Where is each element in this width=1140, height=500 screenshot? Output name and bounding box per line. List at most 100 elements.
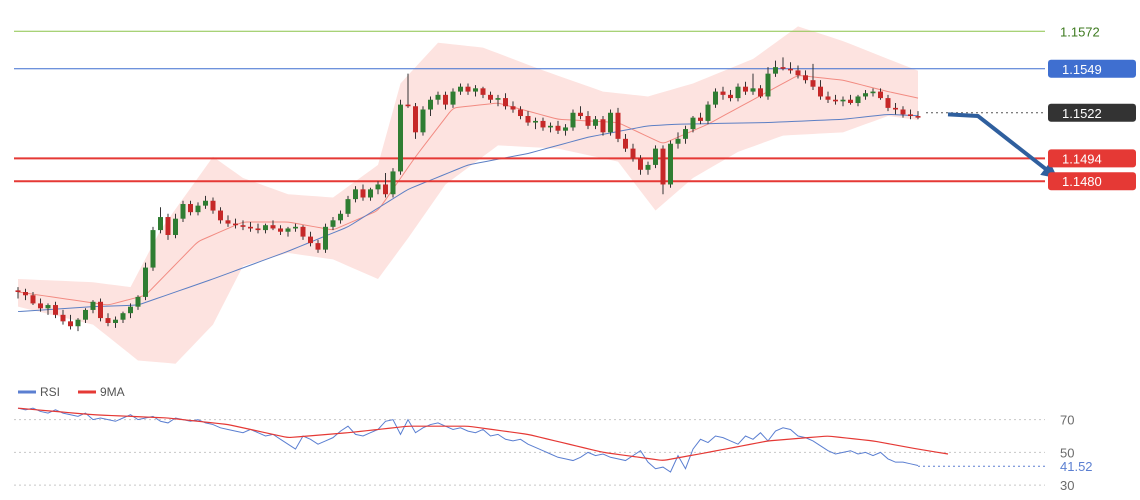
candle bbox=[15, 287, 21, 299]
candle bbox=[413, 102, 418, 139]
candle bbox=[308, 231, 313, 247]
legend-rsi-label: RSI bbox=[40, 385, 60, 399]
candle bbox=[23, 288, 28, 301]
horizontal-levels bbox=[14, 30, 1045, 183]
candle bbox=[240, 220, 246, 231]
candle bbox=[563, 124, 568, 136]
candle bbox=[420, 106, 426, 136]
candlesticks bbox=[15, 57, 921, 332]
price-panel: 1.1572 1.1549 1.1522 1.1494 1.1480 bbox=[14, 24, 1136, 364]
candle bbox=[758, 85, 763, 99]
candle bbox=[518, 106, 523, 120]
candle bbox=[38, 298, 43, 312]
candle bbox=[60, 309, 66, 325]
candle bbox=[375, 181, 381, 195]
candle bbox=[743, 81, 748, 95]
candle bbox=[263, 223, 268, 234]
candle bbox=[593, 116, 598, 130]
candle bbox=[488, 91, 493, 103]
candle bbox=[428, 96, 433, 117]
candle bbox=[458, 83, 463, 95]
price-tag-label: 1.1494 bbox=[1062, 151, 1102, 166]
candle bbox=[473, 85, 478, 97]
candle bbox=[203, 195, 208, 209]
candle bbox=[195, 202, 201, 216]
candle bbox=[750, 73, 756, 95]
candle bbox=[893, 102, 898, 115]
price-tag-label: 1.1522 bbox=[1062, 106, 1102, 121]
rsi-lines bbox=[17, 407, 949, 473]
candle bbox=[788, 62, 793, 74]
candle bbox=[833, 94, 838, 105]
candle bbox=[360, 184, 366, 201]
candle bbox=[465, 83, 471, 95]
candle bbox=[578, 106, 583, 120]
candle bbox=[158, 207, 163, 234]
candle bbox=[278, 225, 283, 235]
candle bbox=[233, 218, 238, 229]
candle bbox=[450, 88, 456, 108]
candle bbox=[368, 187, 373, 201]
candle bbox=[840, 96, 846, 107]
candle bbox=[503, 93, 508, 110]
candle bbox=[780, 57, 786, 71]
candle bbox=[480, 86, 486, 99]
candle bbox=[338, 210, 343, 224]
candle bbox=[600, 116, 606, 136]
candle bbox=[68, 314, 73, 330]
candle bbox=[638, 155, 643, 175]
candle bbox=[98, 298, 103, 322]
candle bbox=[173, 213, 178, 239]
candle bbox=[435, 91, 441, 105]
candle bbox=[608, 109, 613, 136]
candle bbox=[645, 161, 651, 175]
candle bbox=[570, 109, 576, 131]
candle bbox=[540, 117, 546, 131]
candle bbox=[75, 318, 81, 332]
candle bbox=[128, 303, 133, 319]
rsi-panel: 70 50 30 41.52 RSI 9MA bbox=[14, 385, 1093, 493]
candle bbox=[855, 94, 861, 107]
candle bbox=[30, 292, 36, 306]
candle bbox=[383, 173, 388, 198]
candle bbox=[270, 220, 276, 231]
candle bbox=[818, 80, 823, 100]
candle bbox=[690, 116, 696, 133]
price-tag-box bbox=[1048, 59, 1136, 78]
candle bbox=[803, 70, 808, 84]
candle bbox=[113, 316, 118, 328]
candle bbox=[390, 168, 396, 198]
rsi-tick-label: 70 bbox=[1060, 413, 1074, 428]
candle bbox=[143, 262, 148, 301]
candle bbox=[225, 215, 231, 227]
candle bbox=[315, 239, 321, 253]
candle bbox=[728, 89, 733, 102]
rsi-tick-label: 30 bbox=[1060, 478, 1074, 493]
price-tag-label: 1.1480 bbox=[1062, 174, 1102, 189]
candle bbox=[285, 226, 291, 237]
rsi-tick-labels: 70 50 30 41.52 bbox=[918, 413, 1093, 493]
candle bbox=[180, 200, 186, 222]
bollinger-middle-line bbox=[17, 75, 919, 306]
bollinger-bands bbox=[17, 26, 919, 364]
forecast-arrow bbox=[947, 112, 1058, 179]
candle bbox=[53, 301, 58, 319]
candle bbox=[83, 308, 88, 323]
rsi-current-value: 41.52 bbox=[1060, 459, 1093, 474]
candle bbox=[675, 132, 681, 149]
rsi-9ma-line bbox=[17, 407, 949, 461]
candle bbox=[683, 125, 688, 144]
candle bbox=[248, 221, 253, 232]
price-tag-box bbox=[1048, 149, 1136, 168]
price-tags: 1.1572 1.1549 1.1522 1.1494 1.1480 bbox=[1048, 24, 1136, 191]
candle bbox=[548, 122, 553, 133]
candle bbox=[810, 63, 816, 90]
candle bbox=[353, 186, 358, 203]
rsi-tick-label: 50 bbox=[1060, 445, 1074, 460]
candle bbox=[165, 213, 171, 240]
moving-average-line bbox=[17, 114, 919, 313]
candle bbox=[795, 65, 801, 79]
candle bbox=[848, 94, 853, 105]
candle bbox=[660, 145, 666, 195]
